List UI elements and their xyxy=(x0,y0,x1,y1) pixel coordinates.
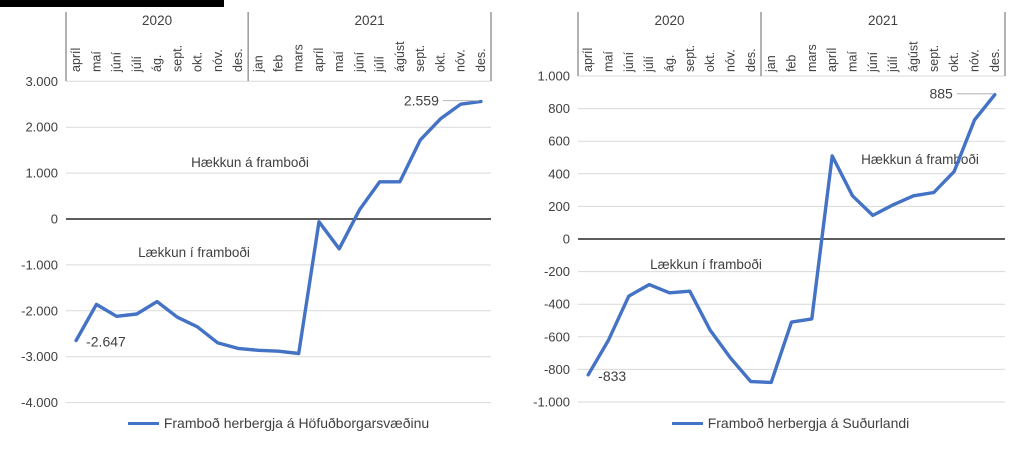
month-tick-label: mars xyxy=(805,44,819,72)
month-tick-label: ágúst xyxy=(393,41,407,72)
y-axis-tick-label: 2.000 xyxy=(25,120,58,135)
month-tick-label: sept. xyxy=(683,45,697,72)
month-tick-label: sept. xyxy=(413,45,427,72)
y-axis-tick-label: -2.000 xyxy=(21,303,58,318)
max-value-annotation: 885 xyxy=(929,86,953,102)
month-tick-label: júlí xyxy=(886,55,900,73)
month-tick-label: nóv. xyxy=(724,49,738,72)
y-axis-tick-label: 1.000 xyxy=(537,69,570,84)
month-tick-label: okt. xyxy=(947,52,961,72)
month-tick-label: maí xyxy=(846,51,860,72)
min-value-annotation: -2.647 xyxy=(86,333,126,349)
month-tick-label: ág. xyxy=(150,55,164,72)
y-axis-tick-label: -800 xyxy=(544,362,570,377)
legend-line-swatch xyxy=(671,421,703,425)
top-black-bar xyxy=(0,0,224,7)
y-axis-tick-label: 0 xyxy=(563,232,570,247)
month-tick-label: mars xyxy=(292,44,306,72)
month-tick-label: nóv. xyxy=(211,49,225,72)
month-tick-label: júlí xyxy=(642,55,656,73)
decrease-region-label: Lækkun í framboði xyxy=(138,245,250,260)
decrease-region-label: Lækkun í framboði xyxy=(650,257,762,272)
month-tick-label: apríl xyxy=(69,48,83,72)
y-axis-tick-label: 0 xyxy=(51,212,58,227)
y-axis-tick-label: 400 xyxy=(548,166,570,181)
y-axis-tick-label: -400 xyxy=(544,297,570,312)
month-tick-label: ág. xyxy=(663,55,677,72)
month-tick-label: júní xyxy=(352,51,366,73)
y-axis-tick-label: -1.000 xyxy=(533,395,570,410)
month-tick-label: maí xyxy=(332,51,346,72)
y-axis-tick-label: 1.000 xyxy=(25,166,58,181)
y-axis-tick-label: 200 xyxy=(548,199,570,214)
y-axis-tick-label: -4.000 xyxy=(21,395,58,410)
legend-capital-region: Framboð herbergja á Höfuðborgarsvæðinu xyxy=(66,412,491,434)
month-tick-label: maí xyxy=(602,51,616,72)
month-tick-label: ágúst xyxy=(907,41,921,72)
increase-region-label: Hækkun á framboði xyxy=(861,152,979,167)
month-tick-label: des. xyxy=(988,48,1002,72)
y-axis-tick-label: -1.000 xyxy=(21,257,58,272)
max-value-annotation: 2.559 xyxy=(404,93,439,109)
month-tick-label: apríl xyxy=(825,48,839,72)
legend-south-region: Framboð herbergja á Suðurlandi xyxy=(578,412,1003,434)
chart-south-region: 1.000 800 600 400 200 0 -200 -400 -600 -800 -1.000… xyxy=(512,0,1024,457)
data-series-line xyxy=(586,92,997,385)
month-tick-label: apríl xyxy=(581,48,595,72)
month-tick-label: nóv. xyxy=(454,49,468,72)
month-tick-label: sept. xyxy=(927,45,941,72)
y-axis-tick-label: -3.000 xyxy=(21,349,58,364)
legend-label: Framboð herbergja á Höfuðborgarsvæðinu xyxy=(163,415,430,431)
month-tick-label: maí xyxy=(89,51,103,72)
y-axis-tick-label: -200 xyxy=(544,264,570,279)
min-value-annotation: -833 xyxy=(598,368,626,384)
chart-capital-region-plot: 3.000 2.000 1.000 0 -1.000 -2.000 -3.000 -4.000… xyxy=(21,12,492,410)
y-axis-tick-label: 3.000 xyxy=(25,74,58,89)
chart-south-region-plot: 1.000 800 600 400 200 0 -200 -400 -600 -800 -1.000… xyxy=(533,12,1006,410)
year-label: 2021 xyxy=(355,13,385,28)
month-tick-label: jan xyxy=(251,55,265,73)
legend-label: Framboð herbergja á Suðurlandi xyxy=(707,415,910,431)
legend-line-swatch xyxy=(127,421,159,425)
month-tick-label: júní xyxy=(622,51,636,73)
year-label: 2020 xyxy=(142,13,172,28)
month-tick-label: júní xyxy=(866,51,880,73)
month-tick-label: feb xyxy=(272,55,286,72)
year-label: 2020 xyxy=(654,13,684,28)
month-tick-label: sept. xyxy=(170,45,184,72)
month-tick-label: júlí xyxy=(373,55,387,73)
y-axis-tick-label: 600 xyxy=(548,134,570,149)
month-tick-label: okt. xyxy=(703,52,717,72)
year-label: 2021 xyxy=(868,13,898,28)
month-tick-label: des. xyxy=(474,48,488,72)
month-tick-label: des. xyxy=(744,48,758,72)
y-axis-tick-label: 800 xyxy=(548,101,570,116)
month-tick-label: jan xyxy=(764,55,778,73)
month-tick-label: feb xyxy=(785,55,799,72)
increase-region-label: Hækkun á framboði xyxy=(191,155,309,170)
month-tick-label: júlí xyxy=(130,55,144,73)
month-tick-label: nóv. xyxy=(968,49,982,72)
month-tick-label: apríl xyxy=(312,48,326,72)
month-tick-label: des. xyxy=(231,48,245,72)
chart-capital-region: 3.000 2.000 1.000 0 -1.000 -2.000 -3.000 -4.000… xyxy=(21,12,492,434)
data-series-line xyxy=(74,99,483,356)
month-tick-label: okt. xyxy=(433,52,447,72)
month-tick-label: okt. xyxy=(191,52,205,72)
y-axis-tick-label: -600 xyxy=(544,329,570,344)
month-tick-label: júní xyxy=(110,51,124,73)
